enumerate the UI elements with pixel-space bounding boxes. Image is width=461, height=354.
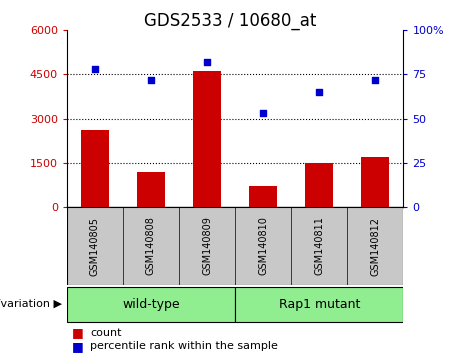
Bar <box>81 130 109 207</box>
Bar <box>361 157 390 207</box>
Bar <box>137 172 165 207</box>
Point <box>91 66 99 72</box>
Point <box>147 77 154 82</box>
Bar <box>305 163 333 207</box>
Bar <box>235 287 403 322</box>
Text: percentile rank within the sample: percentile rank within the sample <box>90 341 278 351</box>
Text: ■: ■ <box>71 340 83 353</box>
Bar <box>193 72 221 207</box>
Text: Rap1 mutant: Rap1 mutant <box>278 298 360 311</box>
Bar <box>67 287 235 322</box>
Point <box>315 89 323 95</box>
Text: GDS2533 / 10680_at: GDS2533 / 10680_at <box>144 12 317 30</box>
Bar <box>249 187 277 207</box>
Text: GSM140812: GSM140812 <box>370 217 380 275</box>
Text: wild-type: wild-type <box>122 298 180 311</box>
Text: GSM140805: GSM140805 <box>90 217 100 275</box>
Text: GSM140810: GSM140810 <box>258 217 268 275</box>
Text: count: count <box>90 328 121 338</box>
Text: ■: ■ <box>71 326 83 339</box>
Point <box>260 110 267 116</box>
Text: GSM140809: GSM140809 <box>202 217 212 275</box>
Text: GSM140811: GSM140811 <box>314 217 324 275</box>
Point <box>203 59 211 65</box>
Text: genotype/variation ▶: genotype/variation ▶ <box>0 299 62 309</box>
Text: GSM140808: GSM140808 <box>146 217 156 275</box>
Point <box>372 77 379 82</box>
